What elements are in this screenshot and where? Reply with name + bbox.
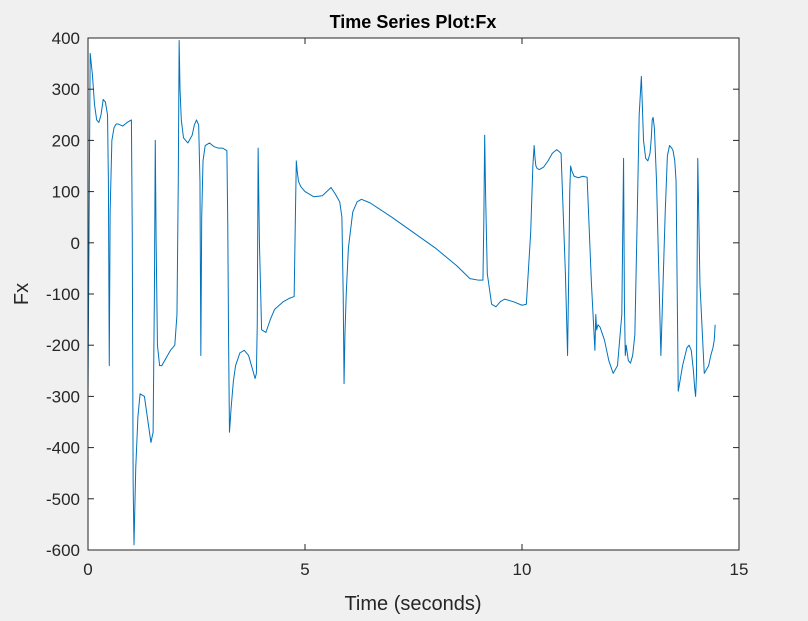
y-tick-label: 400 xyxy=(52,29,80,48)
y-tick-label: -500 xyxy=(46,490,80,509)
x-tick-label: 5 xyxy=(300,560,309,579)
y-tick-label: -100 xyxy=(46,285,80,304)
y-tick-label: -600 xyxy=(46,541,80,560)
x-tick-label: 10 xyxy=(513,560,532,579)
x-tick-label: 0 xyxy=(83,560,92,579)
chart-title: Time Series Plot:Fx xyxy=(330,12,497,32)
y-tick-label: 100 xyxy=(52,183,80,202)
y-tick-label: -400 xyxy=(46,439,80,458)
plot-area[interactable] xyxy=(88,38,739,550)
y-tick-label: 200 xyxy=(52,131,80,150)
y-tick-label: 300 xyxy=(52,80,80,99)
y-tick-label: -300 xyxy=(46,387,80,406)
series-line-fx xyxy=(88,40,716,546)
x-tick-label: 15 xyxy=(730,560,749,579)
y-tick-label: 0 xyxy=(71,234,80,253)
y-tick-label: -200 xyxy=(46,336,80,355)
x-axis-label: Time (seconds) xyxy=(344,593,481,615)
y-axis-label: Fx xyxy=(11,283,33,305)
